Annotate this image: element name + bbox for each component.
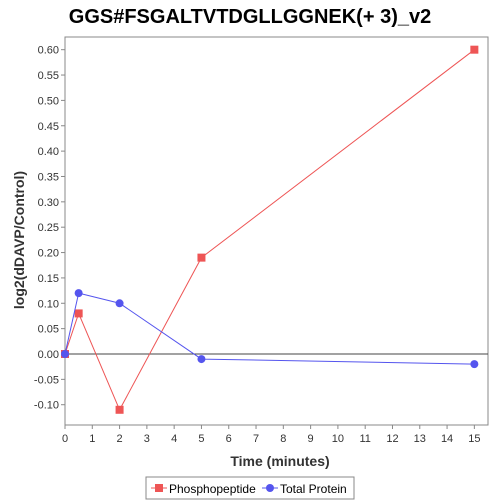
y-tick-label: -0.10	[34, 400, 59, 412]
y-tick-label: 0.25	[38, 222, 59, 234]
y-tick-label: 0.60	[38, 45, 59, 57]
series-layer	[61, 45, 479, 414]
plot-area: -0.10 -0.05 0.00 0.05 0.10 0.15 0.20 0.25 0.30 0.…	[34, 36, 489, 445]
data-point-phosphopeptide	[197, 253, 206, 262]
x-tick-label: 11	[359, 433, 370, 445]
x-tick-label: 6	[226, 433, 232, 445]
x-axis-label: Time (minutes)	[230, 453, 329, 469]
y-tick-label: 0.50	[38, 95, 59, 107]
legend-label-phosphopeptide: Phosphopeptide	[169, 482, 256, 496]
y-tick-label: 0.10	[38, 298, 59, 310]
legend-box	[145, 476, 355, 500]
y-axis: -0.10 -0.05 0.00 0.05 0.10 0.15 0.20 0.25 0.30 0.…	[34, 45, 65, 412]
series-total-protein	[61, 289, 479, 369]
y-tick-label: 0.55	[38, 70, 59, 82]
data-point-total-protein	[61, 349, 69, 358]
data-point-total-protein	[197, 355, 206, 364]
legend-marker-total-protein	[266, 484, 274, 492]
y-tick-label: 0.35	[38, 171, 59, 183]
y-tick-label: 0.00	[38, 349, 59, 361]
plot-frame	[64, 36, 489, 426]
y-axis-label: log2(dDAVP/Control)	[11, 171, 27, 309]
data-point-total-protein	[74, 289, 83, 298]
x-tick-label: 3	[144, 433, 150, 445]
data-point-total-protein	[470, 360, 479, 369]
x-tick-label: 8	[280, 433, 286, 445]
y-tick-label: 0.20	[38, 248, 59, 260]
y-tick-label: 0.45	[38, 121, 59, 133]
chart-title: GGS#FSGALTVTDGLLGGNEK(+ 3)_v2	[69, 6, 431, 28]
legend-marker-phosphopeptide	[155, 484, 163, 492]
legend-item-total-protein: Total Protein	[262, 482, 347, 496]
x-tick-label: 10	[332, 433, 344, 445]
data-point-phosphopeptide	[115, 405, 124, 414]
x-tick-label: 5	[198, 433, 204, 445]
data-point-phosphopeptide	[74, 309, 83, 318]
y-tick-label: 0.40	[38, 146, 59, 158]
x-tick-label: 7	[253, 433, 259, 445]
x-tick-label: 2	[117, 433, 123, 445]
legend-item-phosphopeptide: Phosphopeptide	[151, 482, 256, 496]
x-tick-label: 1	[89, 433, 95, 445]
y-tick-label: 0.15	[38, 273, 59, 285]
x-tick-label: 13	[414, 433, 426, 445]
data-point-phosphopeptide	[470, 45, 479, 54]
y-tick-label: 0.05	[38, 324, 59, 336]
x-tick-label: 15	[468, 433, 480, 445]
x-tick-label: 4	[171, 433, 177, 445]
x-tick-label: 0	[62, 433, 68, 445]
x-tick-label: 12	[386, 433, 398, 445]
legend-label-total-protein: Total Protein	[280, 482, 347, 496]
data-point-total-protein	[115, 299, 124, 308]
y-tick-label: 0.30	[38, 197, 59, 209]
x-axis: 0 1 2 3 4 5 6 7 8 9 10 11 12 13 14 15	[62, 425, 480, 445]
x-tick-label: 9	[308, 433, 314, 445]
x-tick-label: 14	[441, 433, 453, 445]
y-tick-label: -0.05	[34, 374, 59, 386]
legend: Phosphopeptide Total Protein	[145, 476, 355, 500]
